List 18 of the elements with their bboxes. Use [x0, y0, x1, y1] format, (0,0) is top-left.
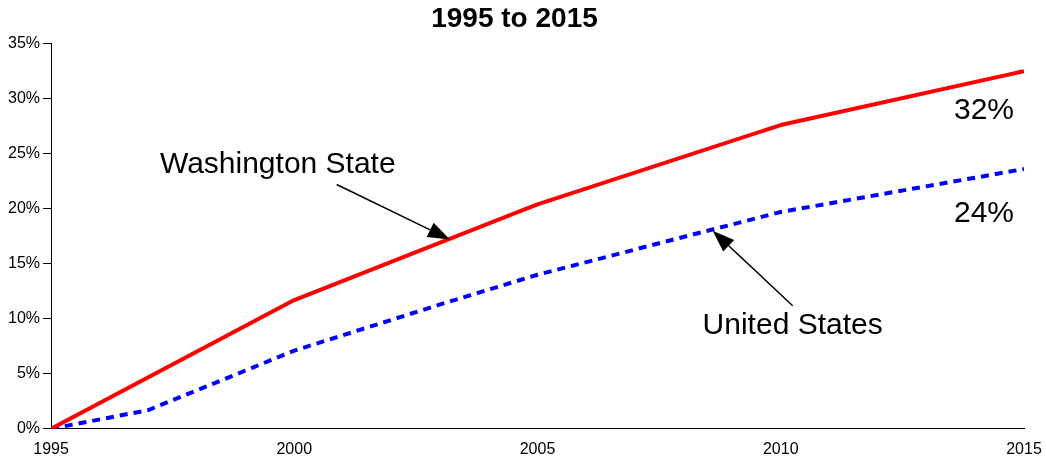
x-tick-label: 2005 [519, 439, 556, 457]
y-tick-label: 35% [7, 34, 41, 52]
annotation: 24% [953, 195, 1014, 229]
annotation: Washington State [159, 145, 396, 179]
y-tick-label: 25% [7, 144, 41, 162]
x-tick-label: 1995 [33, 439, 69, 457]
y-tick-label: 10% [7, 309, 41, 327]
y-tick-label: 5% [16, 364, 41, 382]
x-tick-label: 2010 [762, 439, 799, 457]
annotation: 32% [953, 92, 1014, 126]
y-tick-label: 30% [7, 89, 41, 107]
x-tick-label: 2000 [276, 439, 313, 457]
chart-title: 1995 to 2015 [431, 1, 598, 33]
annotation: United States [702, 306, 883, 340]
x-tick-label: 2015 [1006, 439, 1042, 457]
y-tick-label: 15% [7, 254, 41, 272]
y-tick-label: 0% [16, 419, 41, 437]
y-tick-label: 20% [7, 199, 41, 217]
